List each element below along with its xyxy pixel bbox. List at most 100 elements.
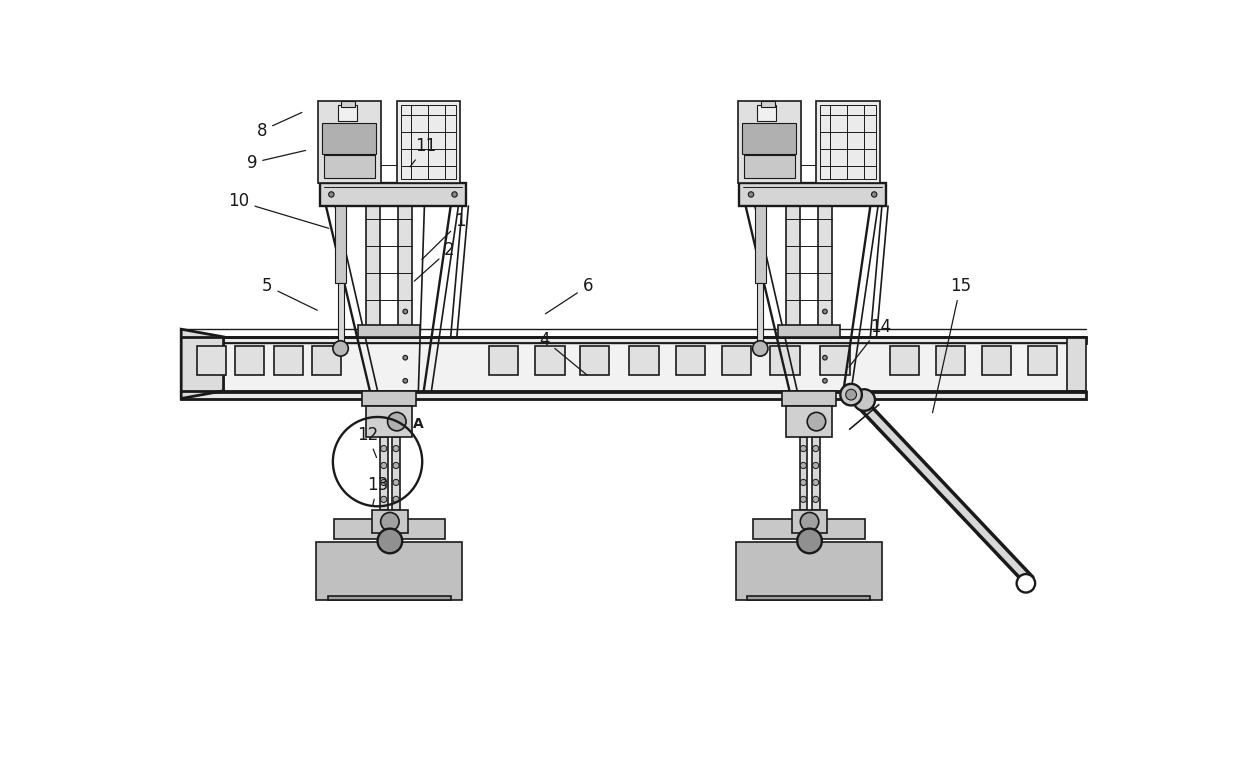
- Bar: [366, 407, 412, 437]
- Circle shape: [812, 479, 818, 486]
- Text: 5: 5: [262, 277, 317, 311]
- Bar: [748, 597, 870, 601]
- Bar: [392, 437, 399, 510]
- Bar: [366, 157, 379, 337]
- Bar: [812, 437, 820, 510]
- Bar: [786, 157, 800, 337]
- Text: 10: 10: [228, 193, 329, 229]
- Text: 12: 12: [357, 426, 378, 457]
- Bar: [358, 325, 420, 337]
- Bar: [770, 346, 800, 375]
- Bar: [322, 123, 376, 153]
- Circle shape: [846, 390, 857, 400]
- Bar: [580, 346, 609, 375]
- Bar: [821, 346, 849, 375]
- Text: 15: 15: [932, 277, 971, 413]
- Circle shape: [800, 512, 818, 531]
- Circle shape: [822, 332, 827, 337]
- Circle shape: [800, 479, 806, 486]
- Circle shape: [800, 463, 806, 469]
- Circle shape: [393, 463, 399, 469]
- Circle shape: [841, 384, 862, 406]
- Bar: [800, 437, 807, 510]
- Circle shape: [807, 413, 826, 431]
- Bar: [397, 101, 460, 183]
- Bar: [334, 519, 445, 538]
- Circle shape: [1017, 574, 1035, 593]
- Circle shape: [853, 390, 875, 411]
- Bar: [319, 101, 382, 183]
- Bar: [325, 155, 376, 178]
- Text: 6: 6: [546, 277, 593, 314]
- Bar: [755, 206, 765, 283]
- Text: 11: 11: [410, 137, 436, 167]
- Circle shape: [403, 355, 408, 360]
- Bar: [739, 183, 885, 206]
- Bar: [379, 437, 388, 510]
- Circle shape: [822, 355, 827, 360]
- Circle shape: [403, 309, 408, 314]
- Bar: [372, 510, 408, 533]
- Circle shape: [812, 446, 818, 452]
- Circle shape: [812, 463, 818, 469]
- Bar: [327, 597, 450, 601]
- Bar: [777, 325, 839, 337]
- Bar: [735, 542, 882, 601]
- Circle shape: [381, 446, 387, 452]
- Circle shape: [329, 192, 334, 197]
- Bar: [362, 391, 417, 407]
- Bar: [676, 346, 704, 375]
- Bar: [236, 346, 264, 375]
- Text: 8: 8: [257, 113, 301, 140]
- Circle shape: [393, 446, 399, 452]
- Bar: [792, 510, 827, 533]
- Bar: [818, 157, 832, 337]
- Bar: [889, 346, 919, 375]
- Bar: [754, 519, 866, 538]
- Bar: [401, 105, 456, 179]
- Bar: [398, 157, 412, 337]
- Bar: [630, 346, 658, 375]
- Text: 14: 14: [849, 318, 890, 367]
- Circle shape: [822, 378, 827, 383]
- Circle shape: [872, 192, 877, 197]
- Bar: [936, 346, 965, 375]
- Polygon shape: [181, 329, 223, 399]
- Bar: [192, 343, 1074, 391]
- Bar: [274, 346, 303, 375]
- Bar: [337, 105, 357, 120]
- Bar: [761, 101, 775, 107]
- Circle shape: [381, 512, 399, 531]
- Bar: [821, 105, 875, 179]
- Text: 1: 1: [422, 212, 466, 259]
- Bar: [320, 183, 466, 206]
- Circle shape: [748, 192, 754, 197]
- Bar: [982, 346, 1012, 375]
- Bar: [1028, 346, 1058, 375]
- Circle shape: [393, 496, 399, 502]
- Circle shape: [388, 413, 405, 431]
- Circle shape: [753, 341, 768, 356]
- Text: 2: 2: [414, 241, 455, 281]
- Circle shape: [451, 192, 458, 197]
- Circle shape: [377, 528, 402, 553]
- Text: A: A: [413, 416, 424, 431]
- Bar: [341, 101, 355, 107]
- Bar: [742, 123, 796, 153]
- Circle shape: [393, 479, 399, 486]
- Circle shape: [822, 309, 827, 314]
- Bar: [490, 346, 518, 375]
- Bar: [536, 346, 564, 375]
- Bar: [1066, 337, 1086, 391]
- Bar: [197, 346, 226, 375]
- Bar: [335, 206, 346, 283]
- Circle shape: [800, 446, 806, 452]
- Bar: [337, 283, 343, 344]
- Circle shape: [403, 332, 408, 337]
- Bar: [781, 391, 836, 407]
- Bar: [722, 346, 751, 375]
- Bar: [316, 542, 463, 601]
- Circle shape: [403, 378, 408, 383]
- Bar: [816, 101, 879, 183]
- Circle shape: [812, 496, 818, 502]
